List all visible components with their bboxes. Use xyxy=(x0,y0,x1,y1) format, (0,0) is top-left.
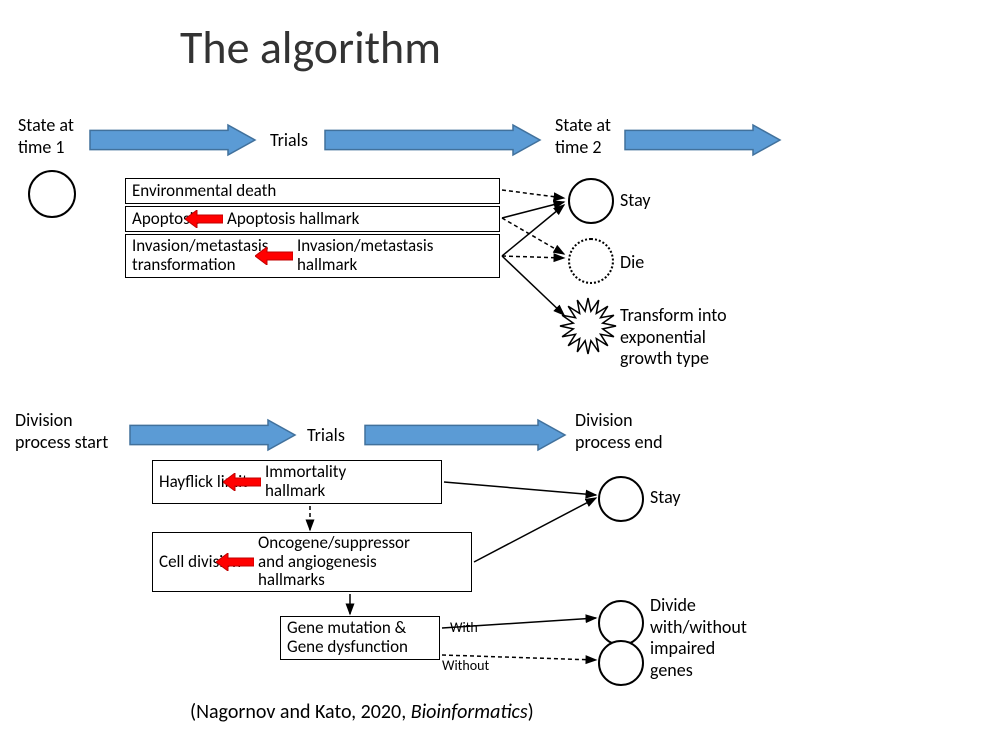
big-arrow-2 xyxy=(625,125,780,155)
citation: (Nagornov and Kato, 2020, Bioinformatics… xyxy=(190,700,534,724)
big-arrow-1 xyxy=(325,125,540,155)
big-arrow-3 xyxy=(130,420,295,450)
big-arrow-0 xyxy=(90,125,255,155)
big-arrow-4 xyxy=(365,420,565,450)
starburst-icon xyxy=(558,296,618,356)
big-arrows-layer xyxy=(0,0,1000,753)
